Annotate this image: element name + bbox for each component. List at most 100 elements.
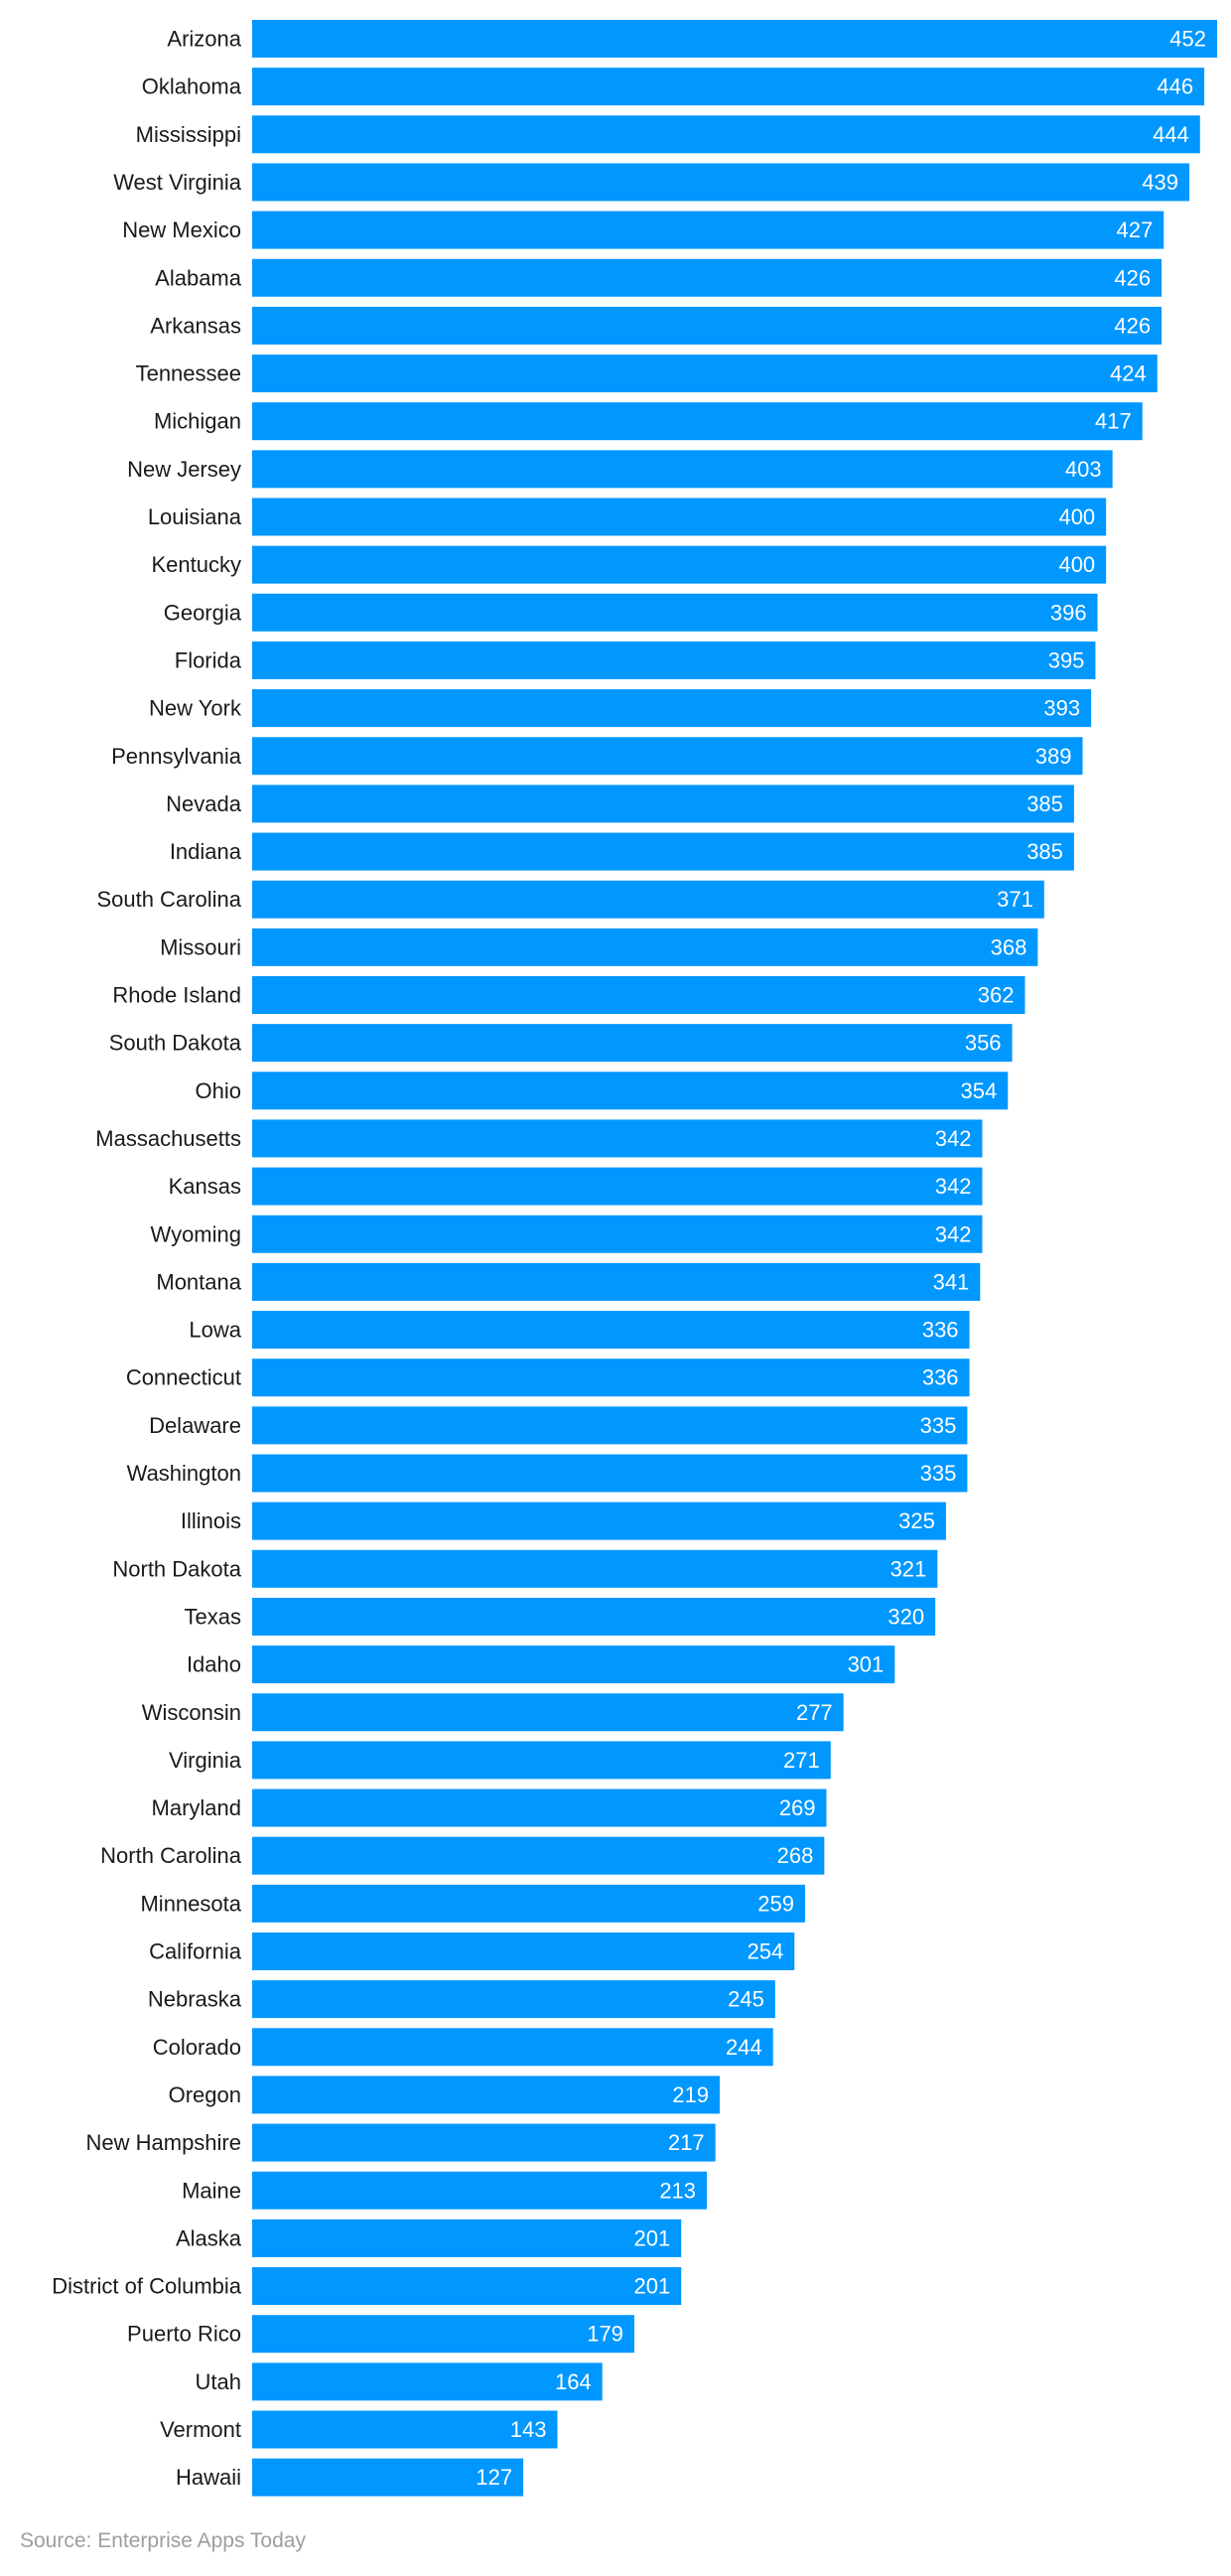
value-label: 341 <box>933 1269 970 1294</box>
value-label: 385 <box>1026 791 1063 816</box>
category-label: Alaska <box>176 2225 242 2250</box>
bar <box>252 545 1107 584</box>
bar <box>252 68 1205 106</box>
category-label: Texas <box>185 1604 241 1629</box>
category-label: Puerto Rico <box>127 2322 241 2347</box>
category-label: North Dakota <box>112 1556 241 1581</box>
category-label: Hawaii <box>176 2465 241 2490</box>
value-label: 268 <box>777 1843 814 1868</box>
bar <box>252 880 1044 919</box>
bar <box>252 832 1074 871</box>
bar <box>252 498 1107 536</box>
bar <box>252 1789 827 1827</box>
category-label: Maine <box>182 2178 241 2203</box>
bar <box>252 1693 844 1732</box>
category-label: Alabama <box>155 265 242 290</box>
category-label: Tennessee <box>136 361 241 386</box>
bar <box>252 737 1083 776</box>
value-label: 403 <box>1065 457 1102 482</box>
bar <box>252 2028 773 2067</box>
bar <box>252 2075 720 2114</box>
category-label: Wyoming <box>151 1221 242 1246</box>
category-label: Utah <box>196 2369 241 2394</box>
value-label: 395 <box>1048 647 1085 672</box>
category-label: Lowa <box>189 1318 241 1343</box>
category-label: Missouri <box>160 934 241 959</box>
bar <box>252 641 1096 679</box>
category-label: Indiana <box>170 839 242 864</box>
value-label: 400 <box>1058 552 1095 577</box>
category-label: Nevada <box>166 791 242 816</box>
value-label: 143 <box>510 2417 547 2442</box>
category-label: West Virginia <box>113 170 242 195</box>
value-label: 371 <box>997 887 1033 912</box>
value-label: 426 <box>1114 265 1151 290</box>
category-label: New Mexico <box>122 217 241 242</box>
bar <box>252 689 1092 728</box>
bar <box>252 1072 1009 1110</box>
bar <box>252 2315 634 2354</box>
value-label: 335 <box>920 1413 957 1438</box>
bar <box>252 785 1074 823</box>
value-label: 426 <box>1114 313 1151 338</box>
value-label: 439 <box>1142 170 1178 195</box>
value-label: 301 <box>848 1652 885 1677</box>
bar <box>252 593 1098 632</box>
bar <box>252 1024 1013 1063</box>
bar <box>252 1406 968 1445</box>
bar <box>252 1646 895 1684</box>
value-label: 320 <box>888 1604 924 1629</box>
category-label: California <box>149 1939 242 1964</box>
value-label: 245 <box>728 1987 764 2012</box>
bar <box>252 2362 603 2401</box>
category-label: Nebraska <box>148 1987 242 2012</box>
value-label: 444 <box>1153 122 1189 147</box>
bar <box>252 2458 524 2497</box>
category-label: Arkansas <box>150 313 241 338</box>
bar <box>252 1359 970 1397</box>
value-label: 400 <box>1058 504 1095 529</box>
value-label: 201 <box>634 2225 671 2250</box>
value-label: 452 <box>1169 27 1206 52</box>
bar <box>252 976 1026 1014</box>
bar <box>252 20 1217 58</box>
value-label: 385 <box>1026 839 1063 864</box>
bar-chart: Arizona 452 Oklahoma 446 Mississippi 444 West … <box>52 20 1217 2497</box>
value-label: 427 <box>1117 217 1154 242</box>
value-label: 424 <box>1110 361 1147 386</box>
bar <box>252 2171 708 2210</box>
category-label: Georgia <box>164 600 242 625</box>
value-label: 201 <box>634 2274 671 2299</box>
bar <box>252 1741 831 1780</box>
category-label: Pennsylvania <box>111 744 242 769</box>
category-label: Mississippi <box>136 122 241 147</box>
category-label: Minnesota <box>140 1891 241 1916</box>
bar <box>252 1215 983 1253</box>
bar <box>252 1119 983 1158</box>
bar <box>252 2123 716 2162</box>
value-label: 356 <box>965 1031 1002 1056</box>
category-label: Wisconsin <box>142 1700 241 1725</box>
value-label: 259 <box>757 1891 794 1916</box>
category-label: North Carolina <box>100 1843 242 1868</box>
value-label: 417 <box>1095 409 1132 434</box>
category-label: Oklahoma <box>142 74 242 99</box>
value-label: 368 <box>991 934 1027 959</box>
value-label: 389 <box>1035 744 1072 769</box>
bar <box>252 355 1158 393</box>
category-label: Connecticut <box>126 1365 241 1390</box>
category-label: Virginia <box>169 1748 242 1773</box>
category-label: Oregon <box>169 2082 241 2107</box>
bar <box>252 163 1190 202</box>
category-label: South Carolina <box>96 887 241 912</box>
value-label: 269 <box>779 1795 816 1820</box>
category-label: Colorado <box>153 2035 241 2060</box>
bar <box>252 1549 938 1588</box>
category-label: Rhode Island <box>112 983 241 1008</box>
bar <box>252 450 1113 489</box>
value-label: 325 <box>898 1508 935 1533</box>
bar <box>252 928 1038 966</box>
value-label: 393 <box>1043 696 1080 721</box>
category-label: Ohio <box>196 1078 241 1103</box>
category-label: Maryland <box>152 1795 241 1820</box>
